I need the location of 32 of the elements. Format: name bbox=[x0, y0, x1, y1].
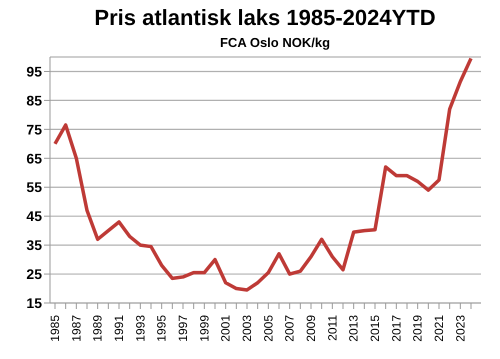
x-tick-label: 1999 bbox=[197, 314, 212, 342]
y-tick-label: 15 bbox=[26, 294, 42, 311]
x-tick-label: 1991 bbox=[112, 314, 126, 342]
x-tick-label: 2001 bbox=[218, 314, 233, 342]
y-tick-label: 75 bbox=[26, 121, 42, 138]
line-series bbox=[53, 57, 473, 292]
chart-title: Pris atlantisk laks 1985-2024YTD bbox=[93, 4, 437, 32]
x-tick-label: 2007 bbox=[282, 314, 297, 342]
x-tick-label: 2003 bbox=[240, 314, 254, 342]
x-tick-label: 1985 bbox=[48, 314, 62, 342]
x-tick-label: 2015 bbox=[368, 314, 382, 342]
chart-subtitle: FCA Oslo NOK/kg bbox=[218, 34, 332, 52]
x-tick-label: 2023 bbox=[453, 314, 468, 342]
x-tick-label: 2019 bbox=[410, 314, 425, 342]
x-tick-label: 2017 bbox=[389, 314, 404, 342]
x-tick-label: 2011 bbox=[325, 314, 340, 341]
y-tick-label: 85 bbox=[26, 92, 42, 108]
x-tick-label: 2005 bbox=[261, 314, 276, 342]
x-tick-label: 2009 bbox=[304, 314, 318, 342]
x-tick-label: 1997 bbox=[176, 314, 190, 342]
y-tick-label: 55 bbox=[26, 179, 42, 196]
y-tick-label: 95 bbox=[26, 63, 42, 80]
x-tick-label: 2013 bbox=[346, 314, 361, 342]
y-tick-label: 45 bbox=[26, 208, 42, 224]
x-tick-label: 1989 bbox=[90, 314, 105, 342]
x-tick-label: 1987 bbox=[69, 314, 84, 342]
x-tick-label: 1995 bbox=[154, 314, 169, 342]
y-tick-label: 25 bbox=[26, 266, 42, 282]
y-tick-label: 35 bbox=[26, 237, 42, 254]
x-tick-label: 1993 bbox=[133, 314, 148, 342]
y-tick-label: 65 bbox=[26, 150, 42, 166]
x-tick-label: 2021 bbox=[432, 314, 446, 342]
